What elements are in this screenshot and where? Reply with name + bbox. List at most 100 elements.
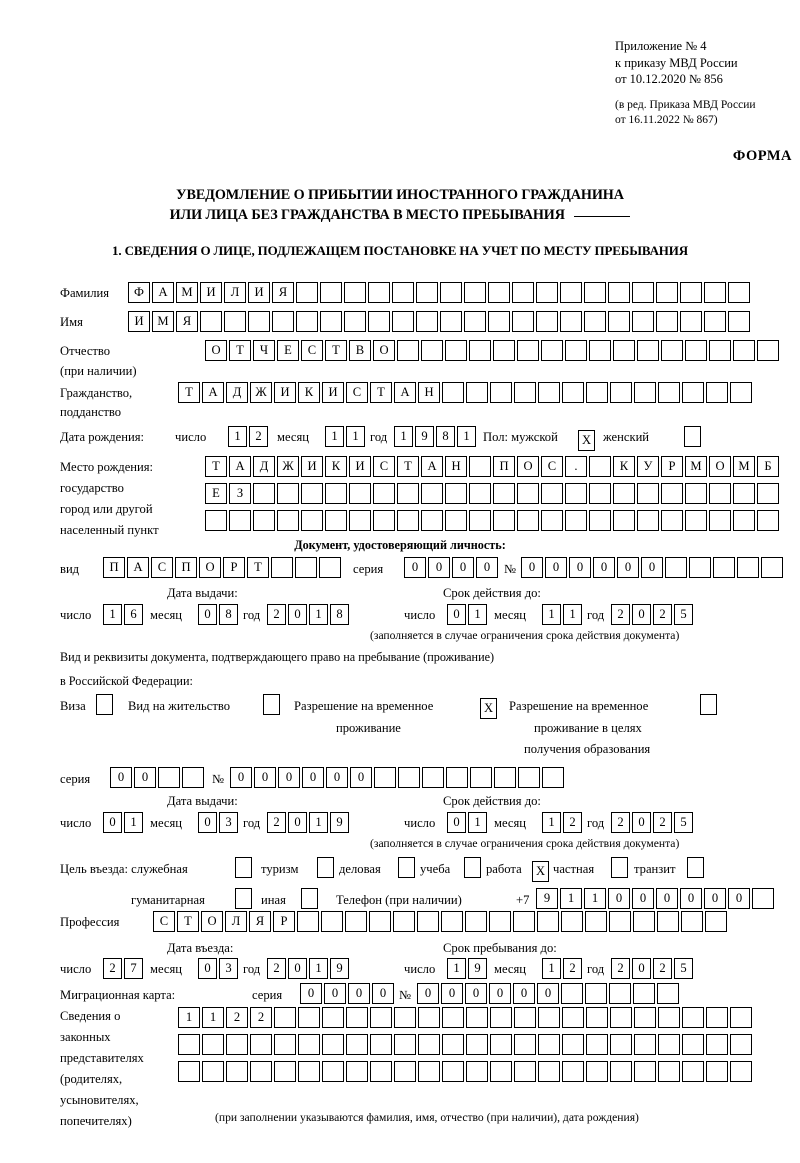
- char-cell[interactable]: [250, 1034, 272, 1055]
- char-cell[interactable]: [445, 340, 467, 361]
- legal-rep-row-2-cells[interactable]: [178, 1034, 752, 1055]
- char-cell[interactable]: Л: [224, 282, 246, 303]
- char-cell[interactable]: [634, 1034, 656, 1055]
- purpose-other-checkbox[interactable]: [301, 888, 318, 909]
- char-cell[interactable]: 0: [428, 557, 450, 578]
- char-cell[interactable]: [368, 311, 390, 332]
- char-cell[interactable]: [394, 1061, 416, 1082]
- char-cell[interactable]: Я: [272, 282, 294, 303]
- char-cell[interactable]: [682, 382, 704, 403]
- char-cell[interactable]: [757, 483, 779, 504]
- char-cell[interactable]: [397, 340, 419, 361]
- char-cell[interactable]: [538, 382, 560, 403]
- char-cell[interactable]: 0: [404, 557, 426, 578]
- char-cell[interactable]: Т: [247, 557, 269, 578]
- char-cell[interactable]: 6: [124, 604, 143, 625]
- char-cell[interactable]: [658, 382, 680, 403]
- char-cell[interactable]: [493, 510, 515, 531]
- char-cell[interactable]: [637, 510, 659, 531]
- char-cell[interactable]: [706, 382, 728, 403]
- purpose-tourism-checkbox[interactable]: [317, 857, 334, 878]
- char-cell[interactable]: [536, 311, 558, 332]
- char-cell[interactable]: [416, 282, 438, 303]
- char-cell[interactable]: [706, 1007, 728, 1028]
- char-cell[interactable]: [706, 1061, 728, 1082]
- char-cell[interactable]: 1: [447, 958, 466, 979]
- char-cell[interactable]: [513, 911, 535, 932]
- char-cell[interactable]: М: [176, 282, 198, 303]
- char-cell[interactable]: В: [349, 340, 371, 361]
- char-cell[interactable]: 0: [593, 557, 615, 578]
- char-cell[interactable]: 3: [219, 958, 238, 979]
- char-cell[interactable]: [562, 1061, 584, 1082]
- char-cell[interactable]: 1: [309, 958, 328, 979]
- char-cell[interactable]: [565, 340, 587, 361]
- char-cell[interactable]: Т: [178, 382, 200, 403]
- char-cell[interactable]: [298, 1007, 320, 1028]
- char-cell[interactable]: 1: [468, 812, 487, 833]
- char-cell[interactable]: С: [151, 557, 173, 578]
- char-cell[interactable]: [440, 282, 462, 303]
- char-cell[interactable]: [565, 510, 587, 531]
- char-cell[interactable]: [632, 311, 654, 332]
- char-cell[interactable]: Т: [205, 456, 227, 477]
- char-cell[interactable]: [469, 456, 491, 477]
- char-cell[interactable]: [442, 1034, 464, 1055]
- char-cell[interactable]: [709, 340, 731, 361]
- char-cell[interactable]: [589, 456, 611, 477]
- char-cell[interactable]: 2: [611, 604, 630, 625]
- char-cell[interactable]: 0: [198, 958, 217, 979]
- char-cell[interactable]: Л: [225, 911, 247, 932]
- char-cell[interactable]: 3: [219, 812, 238, 833]
- char-cell[interactable]: 0: [326, 767, 348, 788]
- char-cell[interactable]: [182, 767, 204, 788]
- char-cell[interactable]: А: [202, 382, 224, 403]
- char-cell[interactable]: [705, 911, 727, 932]
- char-cell[interactable]: 1: [103, 604, 122, 625]
- char-cell[interactable]: [634, 1061, 656, 1082]
- char-cell[interactable]: И: [128, 311, 150, 332]
- char-cell[interactable]: [226, 1034, 248, 1055]
- char-cell[interactable]: [229, 510, 251, 531]
- char-cell[interactable]: [489, 911, 511, 932]
- char-cell[interactable]: 1: [457, 426, 476, 447]
- char-cell[interactable]: [610, 382, 632, 403]
- char-cell[interactable]: [490, 382, 512, 403]
- char-cell[interactable]: [322, 1061, 344, 1082]
- char-cell[interactable]: 0: [704, 888, 726, 909]
- char-cell[interactable]: [349, 483, 371, 504]
- char-cell[interactable]: 9: [415, 426, 434, 447]
- char-cell[interactable]: 0: [513, 983, 535, 1004]
- char-cell[interactable]: Р: [223, 557, 245, 578]
- char-cell[interactable]: 1: [309, 812, 328, 833]
- purpose-transit-checkbox[interactable]: [687, 857, 704, 878]
- char-cell[interactable]: [661, 510, 683, 531]
- char-cell[interactable]: [466, 1007, 488, 1028]
- char-cell[interactable]: М: [152, 311, 174, 332]
- char-cell[interactable]: [470, 767, 492, 788]
- char-cell[interactable]: Т: [397, 456, 419, 477]
- char-cell[interactable]: [205, 510, 227, 531]
- char-cell[interactable]: [277, 510, 299, 531]
- char-cell[interactable]: [512, 282, 534, 303]
- char-cell[interactable]: 1: [228, 426, 247, 447]
- char-cell[interactable]: [657, 983, 679, 1004]
- char-cell[interactable]: 9: [330, 812, 349, 833]
- char-cell[interactable]: [296, 311, 318, 332]
- char-cell[interactable]: [178, 1061, 200, 1082]
- char-cell[interactable]: [442, 1007, 464, 1028]
- char-cell[interactable]: [397, 483, 419, 504]
- char-cell[interactable]: [752, 888, 774, 909]
- char-cell[interactable]: 9: [468, 958, 487, 979]
- char-cell[interactable]: [272, 311, 294, 332]
- char-cell[interactable]: 2: [563, 958, 582, 979]
- char-cell[interactable]: [226, 1061, 248, 1082]
- char-cell[interactable]: 0: [278, 767, 300, 788]
- char-cell[interactable]: Д: [226, 382, 248, 403]
- char-cell[interactable]: 0: [417, 983, 439, 1004]
